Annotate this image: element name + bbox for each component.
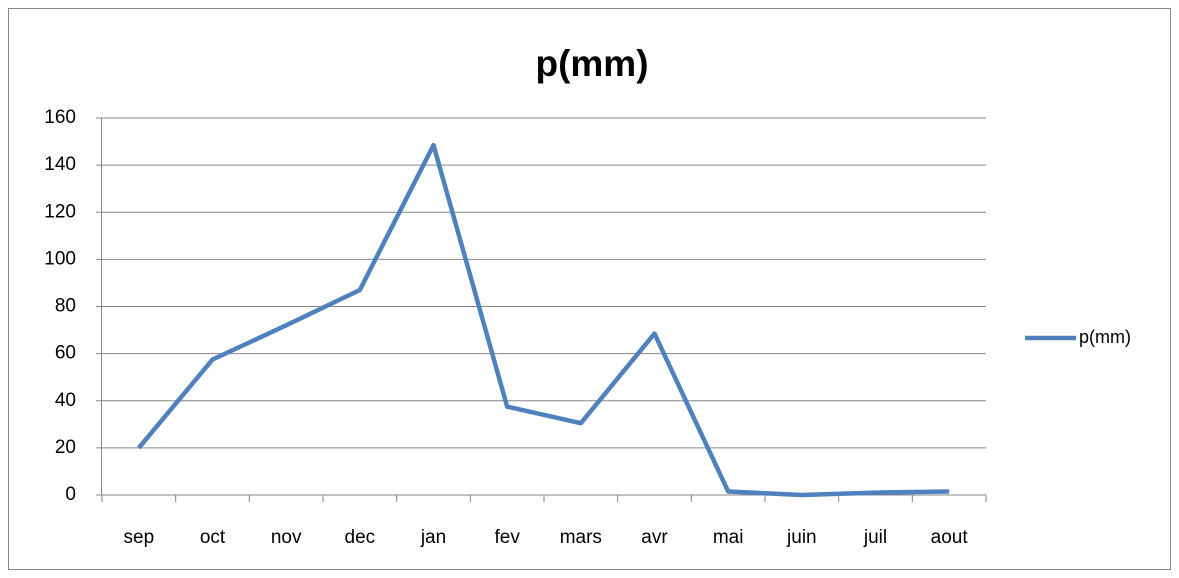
x-tick-label: aout: [931, 527, 969, 548]
x-tick-label: juil: [863, 527, 887, 548]
y-tick-label: 100: [44, 248, 76, 269]
x-tick-label: juin: [786, 527, 817, 548]
x-tick-label: nov: [271, 527, 302, 548]
y-tick-label: 0: [65, 484, 76, 505]
y-tick-label: 80: [55, 296, 76, 317]
x-tick-label: jan: [420, 527, 446, 548]
x-tick-label: mai: [713, 527, 744, 548]
y-tick-label: 60: [55, 343, 76, 364]
x-tick-label: mars: [560, 527, 602, 548]
x-tick-label: fev: [494, 527, 520, 548]
x-tick-label: sep: [124, 527, 155, 548]
x-tick-label: dec: [345, 527, 376, 548]
y-tick-label: 120: [44, 201, 76, 222]
y-tick-label: 20: [55, 437, 76, 458]
data-line: [137, 142, 950, 498]
chart-title: p(mm): [535, 43, 648, 84]
y-tick-label: 140: [44, 154, 76, 175]
x-tick-label: oct: [200, 527, 226, 548]
legend-label: p(mm): [1079, 327, 1131, 347]
y-tick-label: 160: [44, 107, 76, 128]
y-tick-label: 40: [55, 390, 76, 411]
x-tick-label: avr: [641, 527, 668, 548]
chart-border: [8, 8, 1171, 570]
